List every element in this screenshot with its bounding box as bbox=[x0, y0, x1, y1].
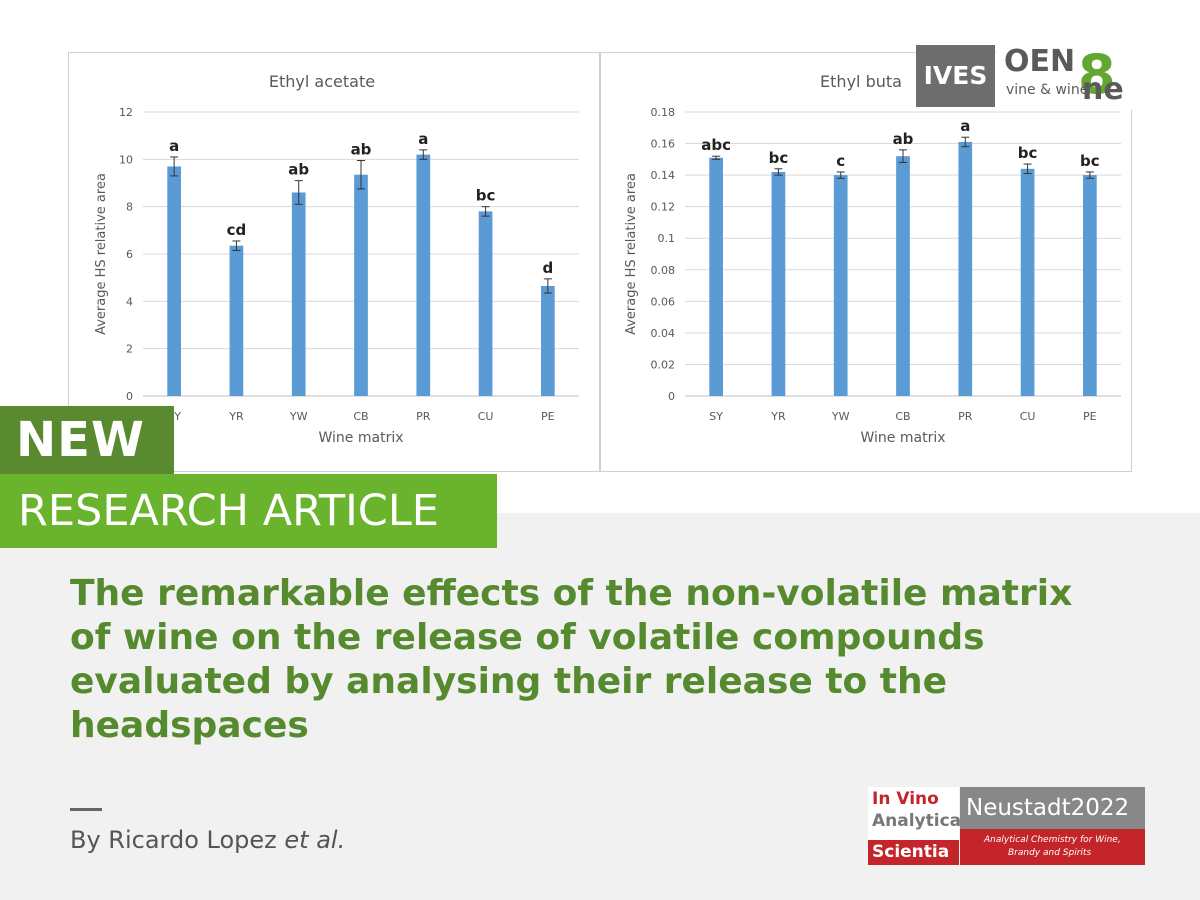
bar bbox=[167, 166, 181, 396]
byline: By Ricardo Lopez et al. bbox=[70, 826, 345, 854]
x-tick-label: YR bbox=[228, 410, 244, 423]
y-tick-label: 0.16 bbox=[651, 138, 676, 151]
byline-etal: et al. bbox=[284, 826, 346, 854]
x-tick-label: SY bbox=[709, 410, 723, 423]
y-tick-label: 0 bbox=[668, 390, 675, 403]
bar bbox=[709, 157, 723, 396]
conference-logo-left: In Vino Analytica Scientia bbox=[868, 787, 962, 865]
conference-title: Neustadt2022 bbox=[966, 795, 1130, 821]
new-badge: NEW bbox=[0, 406, 174, 474]
significance-label: bc bbox=[476, 187, 496, 205]
conference-subtitle-band: Analytical Chemistry for Wine, Brandy an… bbox=[960, 829, 1145, 865]
research-article-badge: RESEARCH ARTICLE bbox=[0, 474, 497, 548]
article-title: The remarkable effects of the non-volati… bbox=[70, 573, 1073, 746]
y-tick-label: 0.14 bbox=[651, 169, 676, 182]
y-tick-label: 0.06 bbox=[651, 295, 676, 308]
bar bbox=[1083, 175, 1097, 396]
bar bbox=[541, 285, 555, 396]
oeno-logo-subtitle: vine & wine bbox=[1006, 82, 1089, 98]
chart-title: Ethyl acetate bbox=[269, 72, 375, 91]
chart-title: Ethyl buta bbox=[820, 72, 902, 91]
bar bbox=[958, 141, 973, 396]
ives-logo: IVES bbox=[916, 45, 995, 107]
conference-subtitle-2: Brandy and Spirits bbox=[1008, 848, 1092, 858]
significance-label: d bbox=[542, 259, 553, 277]
x-tick-label: YW bbox=[289, 410, 308, 423]
x-tick-label: CU bbox=[478, 410, 494, 423]
oeno-logo-one: ne bbox=[1082, 72, 1124, 107]
significance-label: a bbox=[418, 130, 428, 148]
bar bbox=[229, 245, 244, 396]
y-tick-label: 12 bbox=[119, 106, 133, 119]
significance-label: bc bbox=[1080, 152, 1100, 170]
chart-ethyl-acetate-svg: Ethyl acetate024681012aSYcdYRabYWabCBaPR… bbox=[94, 72, 579, 446]
byline-author: By Ricardo Lopez bbox=[70, 826, 285, 854]
significance-label: ab bbox=[893, 130, 914, 148]
bar bbox=[291, 192, 306, 396]
y-tick-label: 6 bbox=[126, 248, 133, 261]
bar bbox=[771, 171, 786, 396]
x-axis-title: Wine matrix bbox=[319, 430, 404, 446]
bar bbox=[416, 154, 431, 396]
significance-label: cd bbox=[227, 221, 247, 239]
y-tick-label: 0.08 bbox=[651, 264, 676, 277]
y-tick-label: 0.1 bbox=[658, 232, 676, 245]
significance-label: bc bbox=[769, 149, 789, 167]
significance-label: abc bbox=[701, 136, 731, 154]
bar bbox=[354, 174, 368, 396]
conference-line1: In Vino bbox=[872, 789, 939, 809]
y-tick-label: 10 bbox=[119, 153, 133, 166]
significance-label: a bbox=[960, 117, 970, 135]
bar bbox=[1020, 168, 1035, 396]
significance-label: ab bbox=[288, 161, 309, 179]
oeno-one-logo: OEN 8 ne vine & wine bbox=[996, 44, 1146, 110]
conference-line3: Scientia bbox=[868, 840, 959, 865]
y-tick-label: 0 bbox=[126, 390, 133, 403]
conference-logo: In Vino Analytica Scientia Neustadt2022 … bbox=[868, 787, 1145, 865]
bar bbox=[896, 156, 910, 396]
y-tick-label: 0.18 bbox=[651, 106, 676, 119]
y-axis-title: Average HS relative area bbox=[94, 173, 109, 335]
significance-label: a bbox=[169, 137, 179, 155]
bar bbox=[478, 211, 493, 396]
y-tick-label: 8 bbox=[126, 201, 133, 214]
oeno-logo-eight: 8 bbox=[1078, 43, 1116, 106]
x-tick-label: PE bbox=[1083, 410, 1097, 423]
y-axis-title: Average HS relative area bbox=[624, 173, 639, 335]
x-tick-label: PR bbox=[958, 410, 973, 423]
x-tick-label: CB bbox=[895, 410, 910, 423]
x-axis-title: Wine matrix bbox=[861, 430, 946, 446]
significance-label: bc bbox=[1018, 144, 1038, 162]
y-tick-label: 2 bbox=[126, 343, 133, 356]
bar bbox=[833, 175, 848, 396]
conference-line2: Analytica bbox=[872, 811, 962, 831]
oeno-logo-text: OEN bbox=[1004, 44, 1076, 79]
y-tick-label: 0.02 bbox=[651, 358, 676, 371]
byline-divider bbox=[70, 808, 102, 811]
chart-ethyl-butanoate: Ethyl buta 0 0.02 0.04 0.06 0.08 0.1 0.12 0.14 0.… bbox=[600, 52, 1132, 472]
y-tick-label: 0.04 bbox=[651, 327, 676, 340]
conference-subtitle-1: Analytical Chemistry for Wine, bbox=[984, 835, 1121, 845]
chart-ethyl-butanoate-svg: Ethyl buta 0 0.02 0.04 0.06 0.08 0.1 0.12 0.14 0.… bbox=[624, 72, 1121, 446]
y-tick-label: 4 bbox=[126, 295, 133, 308]
x-tick-label: PR bbox=[416, 410, 431, 423]
x-tick-label: CU bbox=[1020, 410, 1036, 423]
y-tick-label: 0.12 bbox=[651, 201, 676, 214]
x-tick-label: YR bbox=[770, 410, 786, 423]
x-tick-label: YW bbox=[831, 410, 850, 423]
chart-ethyl-acetate: Ethyl acetate 0 2 4 6 8 10 12 a SY cd YR ab YW ab CB a PR… bbox=[68, 52, 600, 472]
significance-label: c bbox=[836, 152, 845, 170]
x-tick-label: PE bbox=[541, 410, 555, 423]
conference-logo-right: Neustadt2022 Analytical Chemistry for Wi… bbox=[960, 787, 1145, 865]
significance-label: ab bbox=[351, 141, 372, 159]
x-tick-label: CB bbox=[353, 410, 368, 423]
